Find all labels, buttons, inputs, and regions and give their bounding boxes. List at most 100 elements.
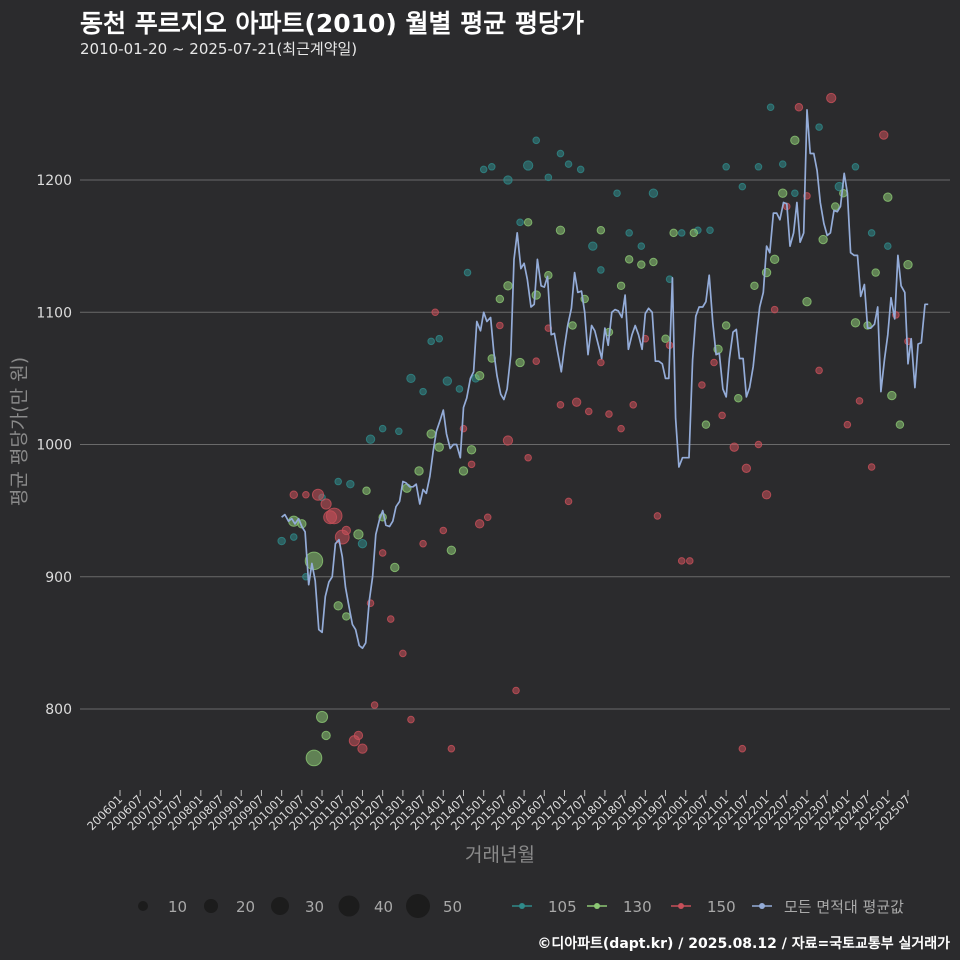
size-legend-dot (338, 895, 360, 917)
y-tick-label: 1200 (36, 173, 72, 189)
size-legend-dot (138, 901, 148, 911)
y-tick-label: 1100 (36, 305, 72, 321)
point-series-130 (689, 228, 699, 238)
point-series-130 (495, 294, 505, 304)
point-series-105 (334, 477, 342, 486)
point-series-150 (378, 549, 387, 557)
point-series-130 (649, 257, 658, 267)
point-series-105 (516, 218, 524, 227)
point-series-150 (761, 490, 772, 500)
size-legend-dot (271, 897, 289, 915)
legend-dot-105 (519, 903, 525, 909)
gridlines (80, 179, 950, 710)
point-series-150 (617, 424, 625, 433)
point-series-150 (357, 743, 368, 754)
y-tick-label: 1000 (36, 438, 72, 454)
point-series-105 (625, 229, 633, 237)
point-series-105 (637, 242, 646, 250)
point-series-130 (353, 529, 364, 540)
point-series-130 (802, 296, 812, 307)
point-series-150 (439, 526, 448, 535)
point-series-105 (754, 163, 763, 171)
point-series-150 (399, 649, 407, 658)
legend-label-130: 130 (623, 898, 652, 916)
point-series-130 (402, 483, 412, 493)
point-series-150 (794, 103, 804, 112)
point-series-130 (903, 259, 913, 270)
point-series-130 (887, 390, 897, 401)
point-series-150 (584, 407, 593, 416)
point-series-150 (564, 497, 573, 506)
point-series-130 (503, 281, 513, 291)
point-series-105 (867, 229, 876, 237)
point-series-130 (333, 601, 343, 611)
point-series-105 (488, 163, 496, 171)
x-axis-label: 거래년월 (465, 844, 535, 866)
point-series-130 (818, 234, 828, 245)
point-series-150 (431, 308, 439, 317)
point-series-130 (596, 226, 606, 235)
point-series-105 (503, 175, 513, 185)
point-series-130 (850, 318, 861, 328)
point-series-130 (701, 420, 711, 429)
point-series-105 (706, 226, 714, 235)
point-series-150 (302, 490, 310, 499)
point-series-130 (390, 562, 400, 573)
point-series-105 (597, 266, 605, 274)
point-series-105 (766, 103, 775, 112)
point-series-150 (311, 488, 325, 501)
point-series-105 (576, 165, 585, 174)
legend-dot-130 (594, 903, 600, 909)
point-series-105 (564, 160, 573, 168)
point-series-130 (426, 429, 436, 439)
size-legend-label: 30 (305, 898, 324, 916)
legend-label-average: 모든 면적대 평균값 (784, 898, 904, 916)
point-series-130 (661, 334, 670, 343)
point-series-130 (531, 290, 541, 300)
y-axis-ticks: 800 900 1000 1100 1200 (36, 173, 72, 718)
point-series-150 (386, 615, 395, 623)
point-series-105 (588, 241, 598, 251)
point-series-130 (895, 420, 905, 429)
point-series-130 (883, 192, 893, 202)
y-tick-label: 900 (45, 570, 72, 586)
point-series-105 (419, 387, 427, 396)
point-series-130 (839, 188, 848, 198)
point-series-105 (442, 376, 453, 386)
point-series-105 (455, 385, 464, 393)
point-series-105 (479, 165, 488, 174)
point-series-150 (467, 460, 476, 469)
point-series-130 (750, 281, 759, 291)
point-series-150 (754, 440, 763, 449)
point-series-130 (474, 371, 485, 381)
point-series-105 (778, 160, 787, 168)
point-series-105 (427, 337, 435, 346)
point-series-130 (515, 357, 525, 368)
point-series-130 (761, 267, 772, 278)
point-series-150 (855, 397, 864, 405)
size-legend-label: 20 (236, 898, 255, 916)
point-series-105 (544, 173, 553, 182)
point-series-130 (434, 442, 444, 452)
legend-label-105: 105 (548, 898, 577, 916)
point-series-150 (325, 507, 343, 525)
point-series-130 (523, 218, 533, 227)
point-series-150 (512, 686, 520, 695)
point-series-150 (571, 397, 582, 407)
average-line-layer (281, 109, 929, 650)
point-series-150 (320, 498, 332, 510)
point-series-150 (496, 321, 504, 330)
point-series-105 (365, 434, 376, 444)
point-series-130 (446, 545, 457, 555)
point-series-150 (629, 401, 637, 409)
point-series-130 (831, 202, 840, 211)
point-series-150 (483, 513, 492, 522)
point-series-130 (342, 612, 351, 621)
y-tick-label: 800 (45, 702, 72, 718)
point-series-150 (826, 92, 837, 104)
point-series-130 (321, 730, 331, 741)
point-series-105 (277, 536, 286, 546)
point-series-105 (346, 479, 355, 489)
point-series-105 (851, 163, 860, 171)
point-series-105 (395, 427, 403, 436)
